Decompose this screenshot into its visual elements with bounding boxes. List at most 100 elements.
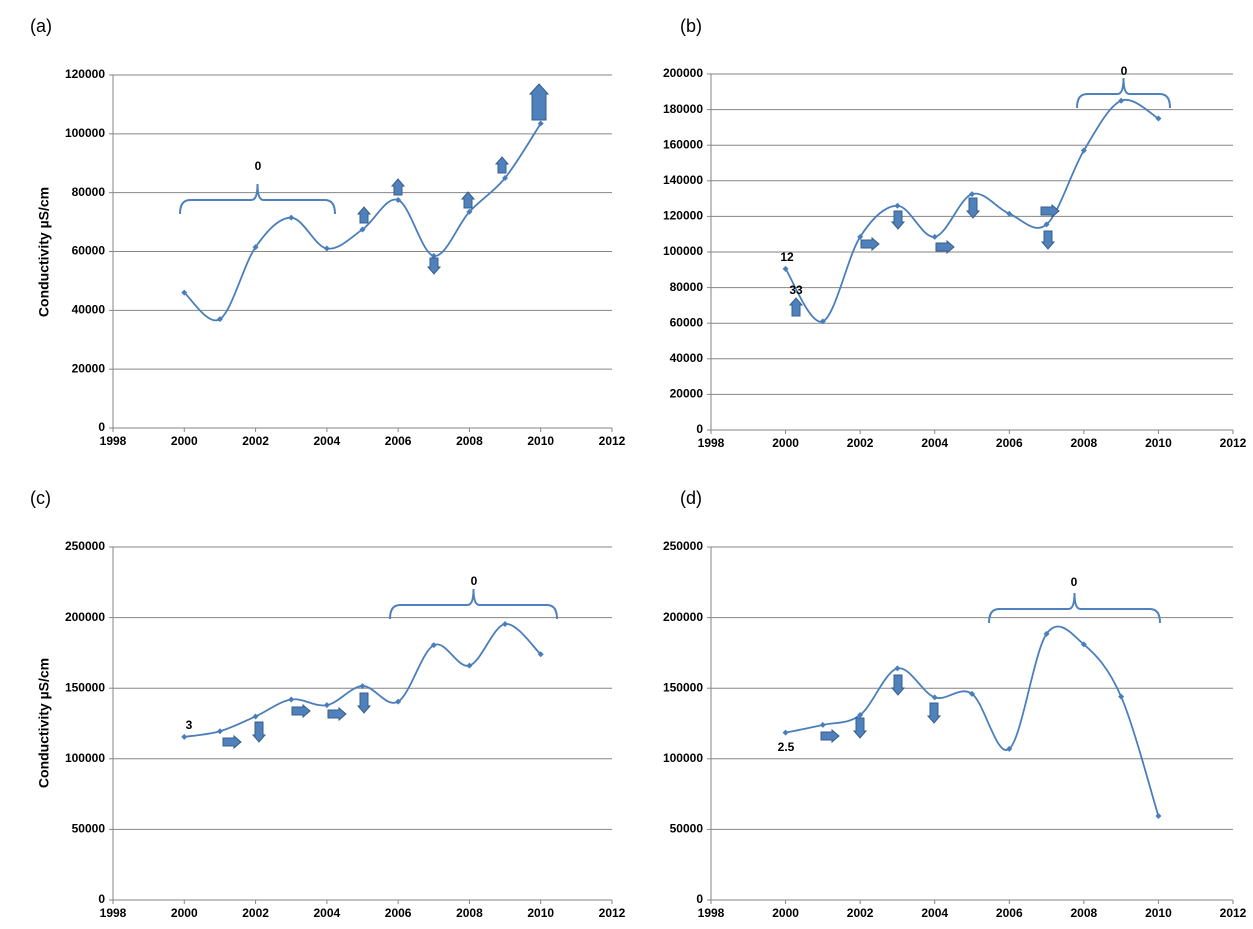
data-point (857, 233, 864, 240)
panel-label: (a) (30, 16, 52, 36)
data-point (1155, 115, 1162, 122)
x-tick-label: 2012 (599, 906, 626, 920)
annotation: 2.5 (778, 740, 795, 754)
x-tick-label: 2000 (171, 906, 198, 920)
x-tick-label: 2010 (1145, 436, 1172, 450)
x-tick-label: 2000 (171, 434, 198, 448)
y-tick-label: 0 (696, 892, 703, 906)
arrow (327, 706, 347, 722)
data-point (1080, 147, 1087, 154)
data-point (857, 712, 864, 719)
x-tick-label: 2006 (385, 906, 412, 920)
y-tick-label: 0 (98, 420, 105, 434)
data-point (931, 233, 938, 240)
x-tick-label: 2002 (242, 906, 269, 920)
data-point (931, 694, 938, 701)
arrow (460, 191, 476, 209)
data-point (216, 728, 223, 735)
data-point (502, 174, 509, 181)
x-tick-label: 2004 (314, 434, 341, 448)
y-tick-label: 40000 (72, 303, 106, 317)
arrow (426, 257, 442, 275)
panel-label: (b) (680, 16, 702, 36)
x-tick-label: 2002 (847, 906, 874, 920)
bracket (389, 588, 558, 620)
x-tick-label: 2008 (1071, 436, 1098, 450)
arrow (1040, 230, 1056, 250)
arrow (251, 721, 267, 743)
y-tick-label: 150000 (65, 680, 105, 694)
bracket (988, 592, 1161, 624)
y-tick-label: 200000 (663, 610, 703, 624)
data-point (1118, 693, 1125, 700)
annotation: 3 (186, 718, 193, 732)
data-point (323, 702, 330, 709)
y-tick-label: 50000 (72, 822, 106, 836)
data-point (1043, 221, 1050, 228)
arrow (852, 717, 868, 739)
annotation: 0 (1071, 575, 1078, 589)
data-line (184, 623, 542, 738)
x-tick-label: 2004 (921, 436, 948, 450)
arrow (935, 239, 955, 255)
arrow (788, 297, 804, 317)
data-point (502, 620, 509, 627)
y-tick-label: 100000 (65, 751, 105, 765)
data-point (466, 208, 473, 215)
x-tick-label: 2002 (847, 436, 874, 450)
data-point (1155, 812, 1162, 819)
x-tick-label: 2010 (1145, 906, 1172, 920)
arrow (528, 83, 550, 121)
arrow (356, 206, 372, 224)
data-point (1006, 745, 1013, 752)
arrow (926, 702, 942, 724)
y-tick-label: 200000 (65, 610, 105, 624)
y-tick-label: 0 (696, 422, 703, 436)
y-tick-label: 180000 (663, 102, 703, 116)
data-line (785, 625, 1160, 817)
y-tick-label: 60000 (670, 315, 704, 329)
x-tick-label: 2002 (242, 434, 269, 448)
data-point (252, 244, 259, 251)
data-point (1043, 630, 1050, 637)
data-point (894, 202, 901, 209)
y-axis-title: Conductivity µS/cm (36, 658, 52, 788)
x-tick-label: 2008 (1071, 906, 1098, 920)
x-tick-label: 2006 (996, 436, 1023, 450)
y-tick-label: 40000 (670, 351, 704, 365)
data-point (395, 698, 402, 705)
x-tick-label: 2012 (599, 434, 626, 448)
data-point (430, 642, 437, 649)
arrow (890, 674, 906, 696)
y-tick-label: 140000 (663, 173, 703, 187)
x-tick-label: 2006 (996, 906, 1023, 920)
panel-label: (d) (680, 488, 702, 508)
y-tick-label: 250000 (65, 539, 105, 553)
data-point (894, 665, 901, 672)
arrow (820, 728, 840, 744)
y-tick-label: 160000 (663, 137, 703, 151)
arrow (390, 178, 406, 196)
data-point (288, 214, 295, 221)
annotation: 12 (780, 250, 794, 264)
data-point (969, 191, 975, 198)
x-tick-label: 2010 (527, 434, 554, 448)
y-tick-label: 20000 (72, 361, 106, 375)
x-tick-label: 1998 (698, 436, 725, 450)
data-point (1006, 210, 1013, 217)
panel-label: (c) (30, 488, 51, 508)
y-tick-label: 100000 (663, 244, 703, 258)
data-point (819, 318, 826, 325)
x-tick-label: 2008 (456, 906, 483, 920)
data-point (395, 197, 402, 204)
y-tick-label: 150000 (663, 680, 703, 694)
y-tick-label: 80000 (72, 185, 106, 199)
data-point (1118, 97, 1125, 104)
data-point (252, 713, 259, 720)
x-tick-label: 2012 (1220, 436, 1247, 450)
data-point (288, 696, 295, 703)
y-tick-label: 100000 (663, 751, 703, 765)
arrow (222, 734, 242, 750)
x-tick-label: 1998 (698, 906, 725, 920)
x-tick-label: 2004 (314, 906, 341, 920)
